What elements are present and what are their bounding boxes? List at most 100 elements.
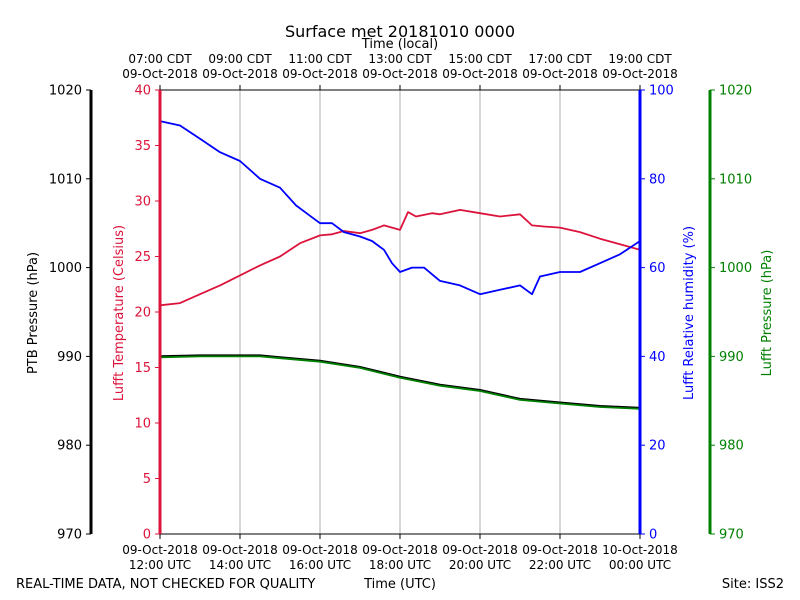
top-x-tick-date: 09-Oct-2018 [362,67,438,81]
top-x-tick-date: 09-Oct-2018 [522,67,598,81]
lufft-relative-humidity-point [239,160,241,162]
top-axis-label: Time (local) [361,37,438,52]
lufft-temperature-point [331,233,333,235]
temperature-axis-tick-label: 20 [134,306,151,321]
top-x-tick-date: 09-Oct-2018 [442,67,518,81]
ptb-pressure-axis-tick-label: 1010 [49,172,82,187]
quality-notice: REAL-TIME DATA, NOT CHECKED FOR QUALITY [16,577,315,592]
lufft-pressure-axis-label: Lufft Pressure (hPa) [760,250,775,377]
top-x-tick-time: 07:00 CDT [128,52,192,66]
lufft-relative-humidity-point [559,271,561,273]
temperature-axis-tick-label: 15 [134,361,151,376]
lufft-temperature-point [179,302,181,304]
lufft-relative-humidity-point [619,253,621,255]
chart-title: Surface met 20181010 0000 [285,22,515,41]
humidity-axis-tick-label: 0 [649,528,657,543]
axes-layer: 0 5 10 15 20 25 30 35 40 0 20 40 60 80 100 970 980 990 100… [49,52,752,572]
site-label: Site: ISS2 [722,577,784,592]
lufft-temperature-point [415,215,417,218]
lufft-relative-humidity-point [479,293,481,295]
lufft-pressure-point [599,406,601,408]
temperature-axis-tick-label: 30 [134,195,151,210]
lufft-relative-humidity-point [459,284,461,286]
lufft-pressure-point [559,402,561,405]
bottom-x-tick-date: 09-Oct-2018 [122,543,198,557]
lufft-temperature-point [279,255,281,258]
lufft-pressure-axis-tick-label: 980 [719,439,744,454]
bottom-x-tick-date: 09-Oct-2018 [362,543,438,557]
lufft-relative-humidity-point [519,284,521,286]
lufft-temperature-point [543,225,545,228]
series-layer [159,120,641,410]
lufft-relative-humidity-point [179,124,181,127]
lufft-temperature-point [371,229,373,231]
lufft-temperature-point [359,232,361,234]
ptb-pressure-axis-label: PTB Pressure (hPa) [26,252,41,374]
humidity-axis-tick-label: 40 [649,350,666,365]
ptb-pressure-axis-tick-label: 1000 [49,261,82,276]
bottom-x-tick-time: 14:00 UTC [209,558,271,572]
lufft-temperature-point [599,238,601,240]
bottom-x-tick-date: 09-Oct-2018 [522,543,598,557]
top-x-tick-time: 13:00 CDT [368,52,432,66]
lufft-relative-humidity-point [359,235,361,238]
grid-layer [239,90,561,534]
lufft-temperature-point [499,215,501,218]
humidity-axis-tick-label: 20 [649,439,666,454]
lufft-pressure-point [239,355,241,357]
lufft-relative-humidity-point [531,293,533,295]
lufft-pressure-point [259,355,261,357]
lufft-relative-humidity-point [539,275,541,278]
lufft-temperature-point [199,293,201,295]
lufft-temperature-point [407,211,409,213]
lufft-temperature-point [319,234,321,236]
lufft-temperature-point [439,213,441,215]
temperature-axis-label: Lufft Temperature (Celsius) [112,225,127,401]
humidity-axis-label: Lufft Relative humidity (%) [682,226,697,400]
bottom-x-tick-date: 09-Oct-2018 [442,543,518,557]
top-x-tick-date: 09-Oct-2018 [602,67,678,81]
lufft-relative-humidity-point [383,249,385,251]
lufft-pressure-point [359,367,361,369]
bottom-x-tick-time: 16:00 UTC [289,558,351,572]
ptb-pressure-axis-tick-label: 990 [57,350,82,365]
bottom-x-tick-time: 00:00 UTC [609,558,671,572]
bottom-x-tick-time: 12:00 UTC [129,558,191,572]
lufft-relative-humidity-point [411,267,413,269]
lufft-temperature-point [559,227,561,229]
lufft-temperature-line [159,208,641,307]
lufft-temperature-point [383,224,385,226]
lufft-relative-humidity-point [307,213,309,215]
lufft-temperature-point [399,229,401,231]
temperature-axis-tick-label: 40 [134,84,151,99]
lufft-pressure-point [319,361,321,363]
humidity-axis-tick-label: 60 [649,261,666,276]
lufft-temperature-point [299,242,301,244]
top-x-tick-time: 19:00 CDT [608,52,672,66]
lufft-temperature-point [519,213,521,215]
temperature-axis-tick-label: 35 [134,139,151,154]
temperature-axis-tick-label: 10 [134,417,151,432]
lufft-temperature-point [239,274,241,276]
lufft-pressure-line [159,355,641,410]
lufft-temperature-point [619,243,621,245]
lufft-temperature-point [259,264,261,266]
lufft-relative-humidity-point [371,240,373,242]
lufft-pressure-axis-tick-label: 1000 [719,261,752,276]
ptb-pressure-axis-tick-label: 1020 [49,84,82,99]
ptb-pressure-axis-tick-label: 980 [57,439,82,454]
lufft-temperature-point [459,209,461,211]
lufft-temperature-point [431,212,433,214]
top-x-tick-time: 15:00 CDT [448,52,512,66]
temperature-axis-tick-label: 25 [134,250,151,265]
top-x-tick-date: 09-Oct-2018 [122,67,198,81]
humidity-axis-tick-label: 80 [649,172,666,187]
temperature-axis-tick-label: 0 [143,528,151,543]
lufft-relative-humidity-point [319,222,321,224]
top-x-tick-time: 17:00 CDT [528,52,592,66]
lufft-pressure-point [519,399,521,401]
humidity-axis-tick-label: 100 [649,84,674,99]
lufft-relative-humidity-point [599,262,601,264]
bottom-x-tick-time: 18:00 UTC [369,558,431,572]
